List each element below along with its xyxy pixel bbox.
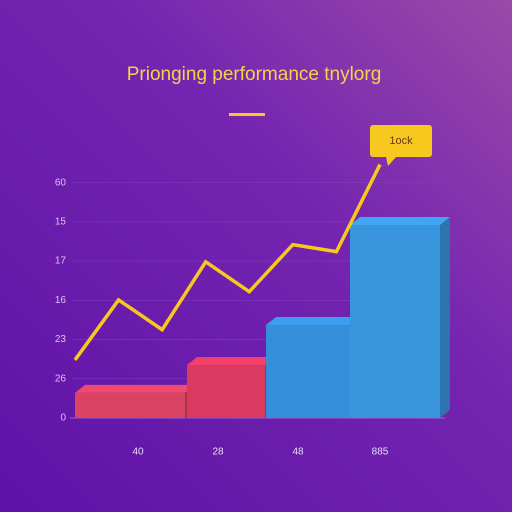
bar [266, 325, 352, 418]
y-tick-label: 15 [55, 216, 67, 227]
y-tick-label: 26 [55, 373, 67, 384]
y-tick-label: 23 [55, 334, 67, 345]
x-tick-label: 28 [212, 447, 224, 458]
line-series [73, 163, 382, 361]
bar-side [440, 216, 450, 418]
bar [350, 224, 440, 418]
bar [75, 392, 185, 418]
callout-box [370, 125, 432, 157]
y-tick-label: 16 [55, 295, 67, 306]
chart-title: Prionging performance tnylorg [127, 64, 382, 85]
title-underline [229, 113, 265, 116]
annotation: 1ock [389, 135, 413, 147]
y-tick-label: 0 [60, 413, 66, 424]
bar-top [350, 216, 450, 225]
x-tick-label: 40 [132, 447, 144, 458]
x-tick-label: 885 [372, 447, 389, 458]
bar-top [187, 357, 275, 366]
bar-top [266, 317, 362, 326]
bar-top [75, 384, 195, 393]
callout-pointer [386, 157, 396, 166]
x-tick-label: 48 [292, 447, 304, 458]
bar [187, 365, 265, 418]
y-tick-label: 17 [55, 256, 67, 267]
y-tick-label: 60 [55, 177, 67, 188]
